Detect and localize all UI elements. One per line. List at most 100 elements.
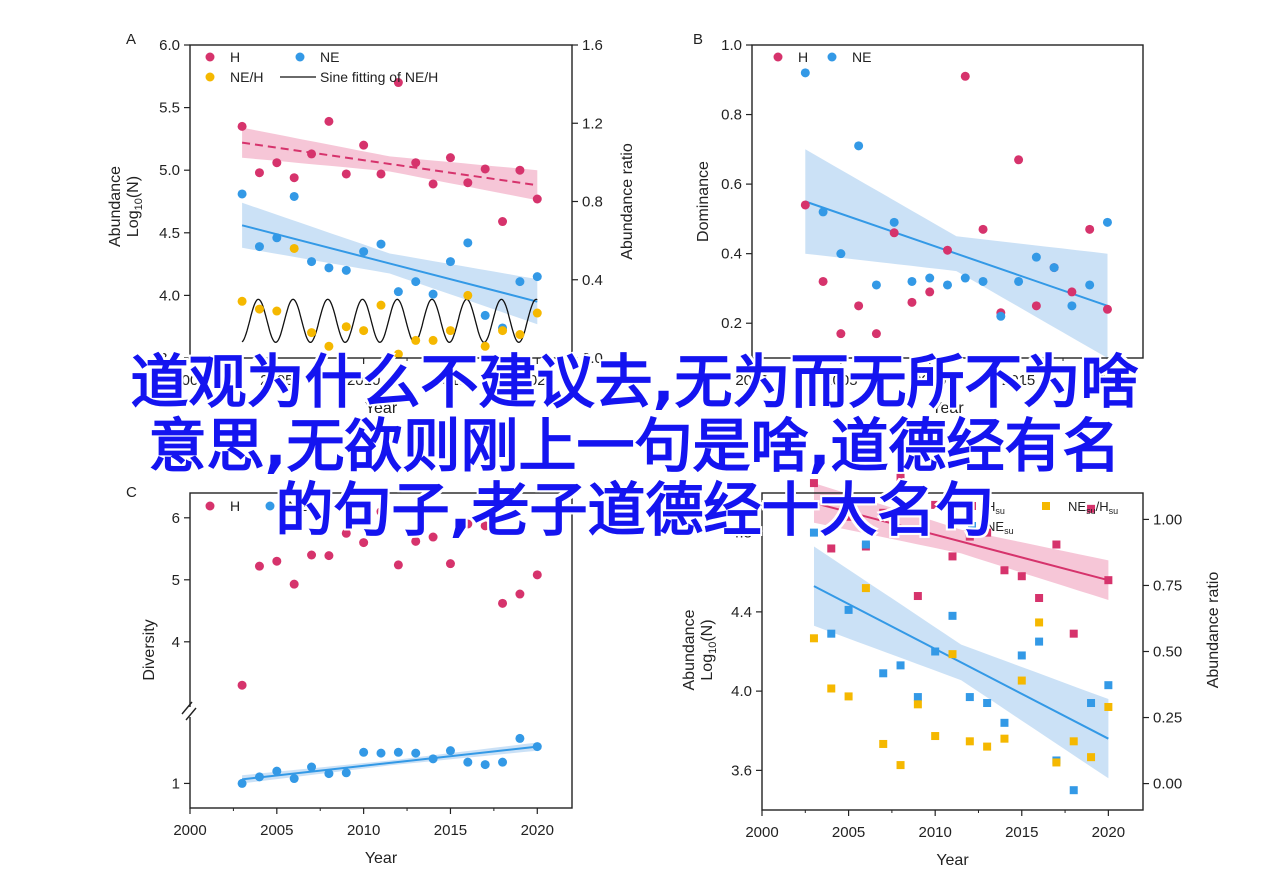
point-nesu bbox=[931, 647, 940, 656]
legend-label-nesu: NEsu bbox=[986, 519, 1014, 536]
point-hsu bbox=[1069, 629, 1078, 638]
point-h bbox=[978, 224, 988, 234]
point-h bbox=[532, 570, 542, 580]
point-h bbox=[925, 287, 935, 297]
x-tick-label: 2000 bbox=[173, 372, 206, 389]
legend-text: NE bbox=[1068, 499, 1086, 514]
point-h bbox=[1067, 287, 1077, 297]
point-h bbox=[480, 521, 490, 531]
legend-label-ne: NE bbox=[320, 49, 339, 65]
point-h bbox=[463, 519, 473, 529]
legend-text: /H bbox=[1096, 499, 1109, 514]
y-tick-label: 1.0 bbox=[721, 37, 742, 54]
y-tick-label: 0.8 bbox=[721, 107, 742, 124]
point-h bbox=[907, 297, 917, 307]
y-axis-title-line1: Abundance bbox=[681, 609, 698, 690]
point-h bbox=[272, 556, 282, 566]
x-tick-label: 2015 bbox=[434, 372, 467, 389]
y-tick-label: 4.0 bbox=[159, 287, 180, 304]
point-ne bbox=[237, 778, 247, 788]
trend-line bbox=[804, 200, 1108, 307]
point-ne bbox=[996, 311, 1006, 321]
point-ne bbox=[532, 742, 542, 752]
point-ratio bbox=[931, 732, 940, 741]
axis-break-mark bbox=[185, 707, 197, 721]
point-h bbox=[498, 217, 508, 227]
trend-line bbox=[241, 224, 538, 303]
point-nesu bbox=[879, 669, 888, 678]
point-hsu bbox=[809, 479, 818, 488]
panel-label: C bbox=[126, 484, 137, 501]
legend-marker-h bbox=[205, 501, 215, 511]
point-ne-h bbox=[272, 306, 282, 316]
point-ne bbox=[532, 272, 542, 282]
point-nesu bbox=[809, 528, 818, 537]
point-ne-h bbox=[359, 326, 369, 336]
panel-label: A bbox=[126, 31, 136, 48]
point-hsu bbox=[1035, 594, 1044, 603]
point-h bbox=[254, 561, 264, 571]
legend: H NE NE/H Sine fitting of NE/H bbox=[205, 49, 438, 85]
y-axis-title: Dominance bbox=[695, 161, 712, 242]
point-hsu bbox=[931, 500, 940, 509]
legend-marker-ne-h bbox=[205, 72, 215, 82]
point-ne-h bbox=[393, 349, 403, 359]
y2-tick-label: 1.6 bbox=[582, 37, 603, 54]
point-h bbox=[1014, 155, 1024, 165]
point-ne bbox=[480, 760, 490, 770]
x-tick-label: 2020 bbox=[521, 822, 554, 839]
point-ne bbox=[289, 191, 299, 201]
point-h bbox=[237, 680, 247, 690]
point-ne-h bbox=[289, 243, 299, 253]
log-sub: 10 bbox=[133, 198, 145, 210]
x-axis-title: Year bbox=[365, 850, 398, 867]
y-axis-title-line1: Abundance bbox=[107, 166, 124, 247]
y-tick-label: 6.0 bbox=[159, 37, 180, 54]
point-hsu bbox=[896, 473, 905, 482]
x-tick-label: 2010 bbox=[347, 372, 380, 389]
y2-tick-label: 1.2 bbox=[582, 115, 603, 132]
x-tick-label: 2010 bbox=[913, 372, 946, 389]
x-tick-label: 2015 bbox=[434, 822, 467, 839]
point-hsu bbox=[913, 592, 922, 601]
x-tick-label: 2015 bbox=[1005, 824, 1038, 841]
point-nesu bbox=[965, 693, 974, 702]
x-tick-label: 2015 bbox=[1002, 372, 1035, 389]
point-h bbox=[515, 165, 525, 175]
plot-frame bbox=[189, 492, 573, 809]
y2-axis-title: Abundance ratio bbox=[619, 143, 636, 260]
point-ne-h bbox=[341, 322, 351, 332]
log-rest: (N) bbox=[699, 619, 716, 641]
legend-sub: su bbox=[1109, 506, 1119, 516]
point-h bbox=[393, 78, 403, 88]
point-ne bbox=[237, 189, 247, 199]
point-ne-h bbox=[324, 341, 334, 351]
point-h bbox=[237, 121, 247, 131]
point-ratio bbox=[827, 684, 836, 693]
point-ne bbox=[1014, 276, 1024, 286]
point-h bbox=[1031, 301, 1041, 311]
point-ne bbox=[1102, 217, 1112, 227]
y-axis-title-line2: Log10(N) bbox=[699, 619, 719, 680]
point-hsu bbox=[1052, 540, 1061, 549]
legend-marker-h bbox=[205, 52, 215, 62]
point-h bbox=[376, 169, 386, 179]
point-ne bbox=[854, 141, 864, 151]
point-h bbox=[854, 301, 864, 311]
point-ne bbox=[463, 757, 473, 767]
point-h bbox=[445, 559, 455, 569]
point-h bbox=[836, 329, 846, 339]
point-ne bbox=[359, 747, 369, 757]
point-hsu bbox=[1087, 504, 1096, 513]
legend-marker-hsu bbox=[968, 502, 976, 510]
point-ratio bbox=[844, 692, 853, 701]
x-axis-title: Year bbox=[365, 400, 398, 417]
point-nesu bbox=[1035, 637, 1044, 646]
point-nesu bbox=[1104, 681, 1113, 690]
point-ratio bbox=[809, 634, 818, 643]
point-hsu bbox=[983, 528, 992, 537]
point-h bbox=[393, 560, 403, 570]
point-ne bbox=[428, 289, 438, 299]
point-nesu bbox=[844, 605, 853, 614]
